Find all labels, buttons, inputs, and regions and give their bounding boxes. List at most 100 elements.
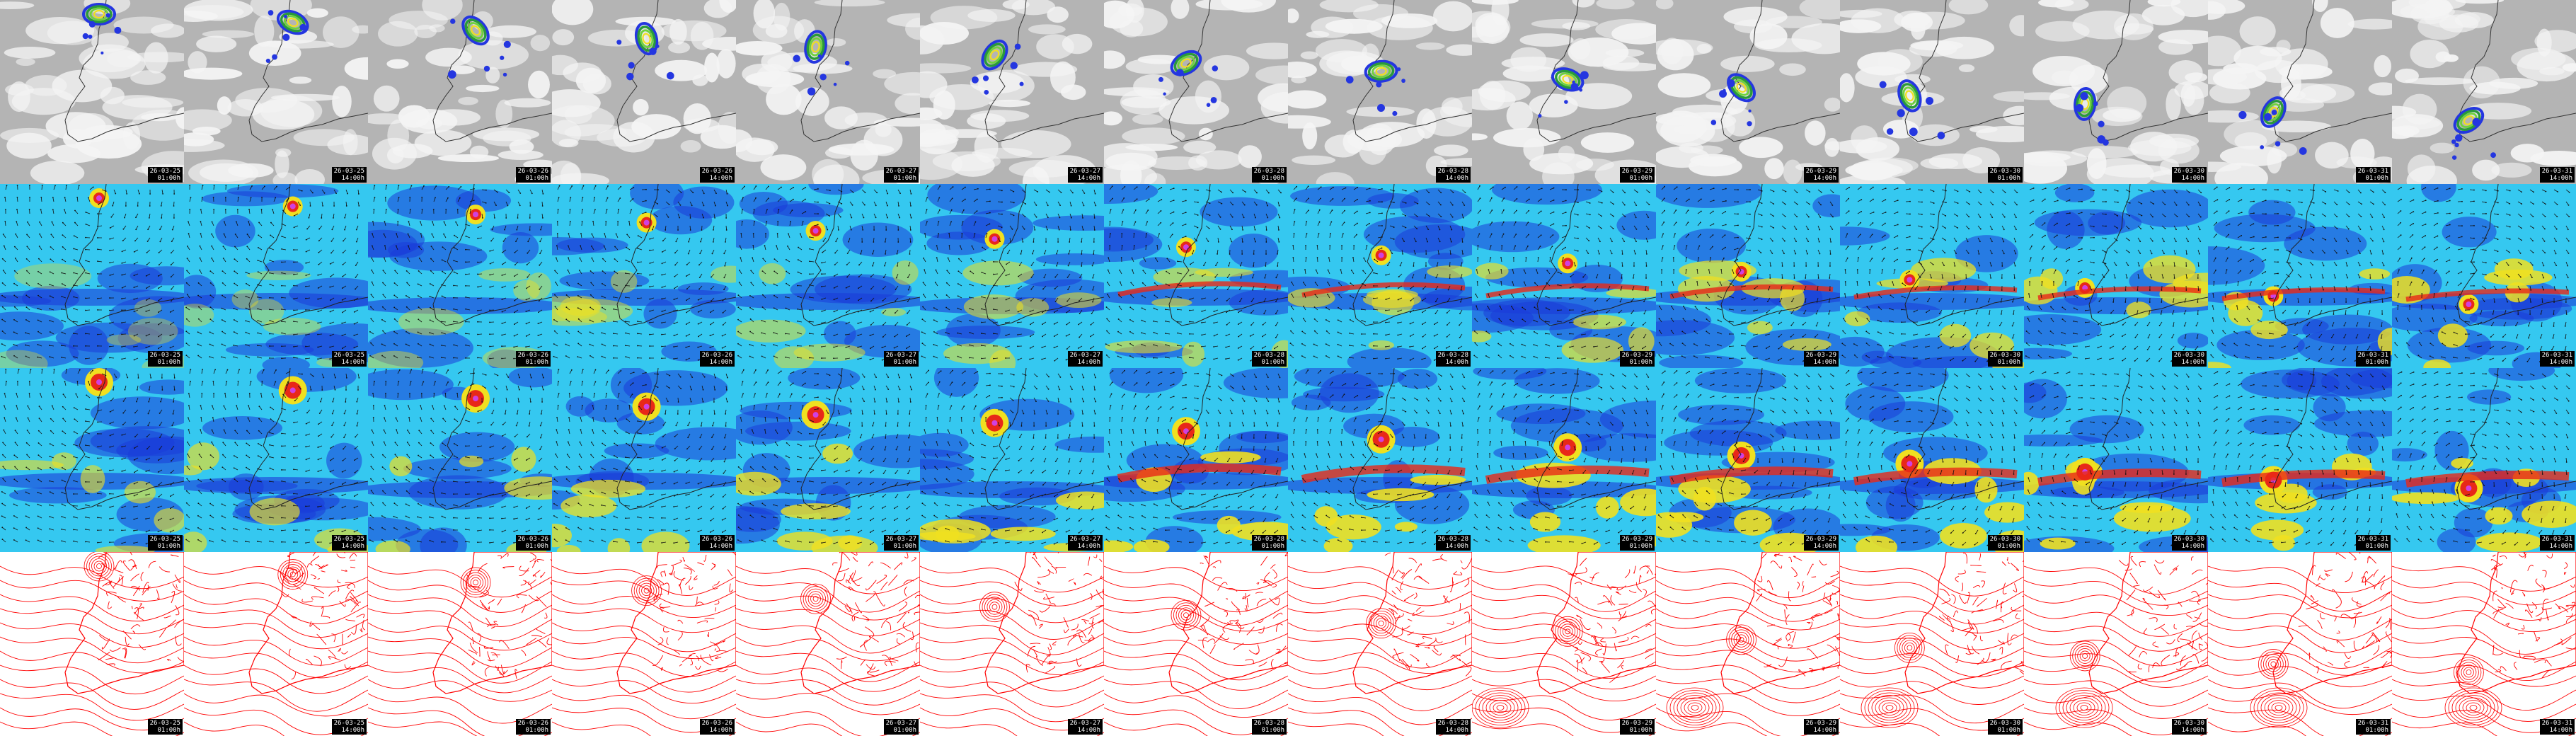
timestamp-date: 26-03-29 (1621, 536, 1652, 543)
timestamp-date: 26-03-28 (1437, 536, 1468, 543)
timestamp-time: 01:00h (157, 543, 180, 550)
map-panel-cloud-precip-0: 26-03-25 01:00h (0, 0, 184, 184)
timestamp-label: 26-03-27 01:00h (883, 167, 919, 183)
timestamp-time: 01:00h (525, 359, 548, 366)
wind-upper-map-image (1104, 184, 1288, 368)
timestamp-date: 26-03-30 (2173, 168, 2204, 175)
timestamp-time: 01:00h (1629, 727, 1652, 734)
timestamp-label: 26-03-26 14:00h (699, 167, 735, 183)
wind-surface-map-image (368, 368, 552, 552)
timestamp-date: 26-03-27 (885, 720, 916, 727)
timestamp-label: 26-03-31 14:00h (2539, 351, 2575, 367)
timestamp-time: 01:00h (1997, 175, 2020, 182)
timestamp-time: 14:00h (2181, 359, 2204, 366)
timestamp-date: 26-03-25 (149, 536, 180, 543)
map-panel-cloud-precip-5: 26-03-27 14:00h (920, 0, 1104, 184)
timestamp-date: 26-03-27 (1069, 536, 1100, 543)
timestamp-label: 26-03-28 14:00h (1435, 535, 1471, 551)
map-panel-wind-surface-5: 26-03-27 14:00h (920, 368, 1104, 552)
timestamp-time: 14:00h (341, 359, 364, 366)
timestamp-time: 14:00h (709, 175, 732, 182)
timestamp-date: 26-03-26 (517, 168, 548, 175)
timestamp-label: 26-03-27 01:00h (883, 351, 919, 367)
map-panel-cloud-precip-11: 26-03-30 14:00h (2024, 0, 2208, 184)
timestamp-time: 14:00h (341, 727, 364, 734)
wind-upper-map-image (368, 184, 552, 368)
timestamp-label: 26-03-25 01:00h (147, 719, 183, 735)
wind-upper-map-image (1472, 184, 1656, 368)
timestamp-time: 14:00h (1077, 175, 1100, 182)
timestamp-date: 26-03-30 (1989, 352, 2020, 359)
timestamp-time: 01:00h (2365, 175, 2388, 182)
timestamp-time: 01:00h (1261, 175, 1284, 182)
pressure-isobars-map-image (184, 552, 368, 736)
cloud-precip-map-image (2208, 0, 2392, 184)
timestamp-time: 14:00h (2181, 175, 2204, 182)
timestamp-date: 26-03-31 (2357, 720, 2388, 727)
timestamp-date: 26-03-26 (517, 536, 548, 543)
map-panel-wind-upper-10: 26-03-30 01:00h (1840, 184, 2024, 368)
timestamp-date: 26-03-26 (517, 720, 548, 727)
pressure-isobars-map-image (2392, 552, 2576, 736)
map-panel-pressure-isobars-0: 26-03-25 01:00h (0, 552, 184, 736)
timestamp-date: 26-03-25 (149, 352, 180, 359)
timestamp-time: 14:00h (2181, 543, 2204, 550)
timestamp-label: 26-03-25 01:00h (147, 167, 183, 183)
map-panel-wind-upper-6: 26-03-28 01:00h (1104, 184, 1288, 368)
map-panel-wind-upper-11: 26-03-30 14:00h (2024, 184, 2208, 368)
wind-surface-map-image (2208, 368, 2392, 552)
map-panel-pressure-isobars-2: 26-03-26 01:00h (368, 552, 552, 736)
timestamp-time: 14:00h (709, 727, 732, 734)
timestamp-label: 26-03-31 01:00h (2355, 719, 2391, 735)
timestamp-label: 26-03-27 14:00h (1067, 167, 1103, 183)
timestamp-date: 26-03-26 (701, 352, 732, 359)
timestamp-date: 26-03-28 (1253, 720, 1284, 727)
timestamp-label: 26-03-28 14:00h (1435, 351, 1471, 367)
timestamp-label: 26-03-27 14:00h (1067, 719, 1103, 735)
map-panel-wind-surface-9: 26-03-29 14:00h (1656, 368, 1840, 552)
wind-upper-map-image (184, 184, 368, 368)
timestamp-label: 26-03-25 01:00h (147, 351, 183, 367)
timestamp-date: 26-03-25 (333, 720, 364, 727)
map-panel-wind-upper-5: 26-03-27 14:00h (920, 184, 1104, 368)
pressure-isobars-map-image (920, 552, 1104, 736)
cloud-precip-map-image (0, 0, 184, 184)
timestamp-time: 14:00h (1445, 543, 1468, 550)
pressure-isobars-map-image (1656, 552, 1840, 736)
timestamp-label: 26-03-30 14:00h (2171, 535, 2207, 551)
map-panel-wind-surface-4: 26-03-27 01:00h (736, 368, 920, 552)
timestamp-label: 26-03-26 14:00h (699, 535, 735, 551)
map-panel-wind-surface-6: 26-03-28 01:00h (1104, 368, 1288, 552)
timestamp-time: 14:00h (2549, 727, 2572, 734)
timestamp-label: 26-03-29 14:00h (1803, 351, 1839, 367)
timestamp-time: 01:00h (2365, 359, 2388, 366)
timestamp-time: 01:00h (157, 359, 180, 366)
timestamp-date: 26-03-30 (2173, 536, 2204, 543)
timestamp-date: 26-03-25 (149, 168, 180, 175)
timestamp-time: 14:00h (2549, 359, 2572, 366)
map-panel-wind-surface-3: 26-03-26 14:00h (552, 368, 736, 552)
cloud-precip-map-image (2024, 0, 2208, 184)
timestamp-time: 01:00h (1629, 543, 1652, 550)
timestamp-date: 26-03-25 (149, 720, 180, 727)
timestamp-date: 26-03-28 (1437, 720, 1468, 727)
map-panel-pressure-isobars-3: 26-03-26 14:00h (552, 552, 736, 736)
timestamp-date: 26-03-29 (1621, 352, 1652, 359)
wind-surface-map-image (1104, 368, 1288, 552)
map-panel-pressure-isobars-11: 26-03-30 14:00h (2024, 552, 2208, 736)
timestamp-time: 01:00h (1261, 543, 1284, 550)
map-panel-cloud-precip-1: 26-03-25 14:00h (184, 0, 368, 184)
timestamp-date: 26-03-25 (333, 352, 364, 359)
map-panel-pressure-isobars-6: 26-03-28 01:00h (1104, 552, 1288, 736)
pressure-isobars-map-image (552, 552, 736, 736)
map-panel-wind-upper-13: 26-03-31 14:00h (2392, 184, 2576, 368)
timestamp-time: 14:00h (2549, 543, 2572, 550)
timestamp-label: 26-03-26 14:00h (699, 351, 735, 367)
timestamp-label: 26-03-25 14:00h (331, 167, 367, 183)
cloud-precip-map-image (184, 0, 368, 184)
timestamp-date: 26-03-27 (1069, 720, 1100, 727)
map-panel-wind-upper-3: 26-03-26 14:00h (552, 184, 736, 368)
wind-upper-map-image (736, 184, 920, 368)
timestamp-label: 26-03-29 14:00h (1803, 535, 1839, 551)
timestamp-time: 14:00h (709, 543, 732, 550)
